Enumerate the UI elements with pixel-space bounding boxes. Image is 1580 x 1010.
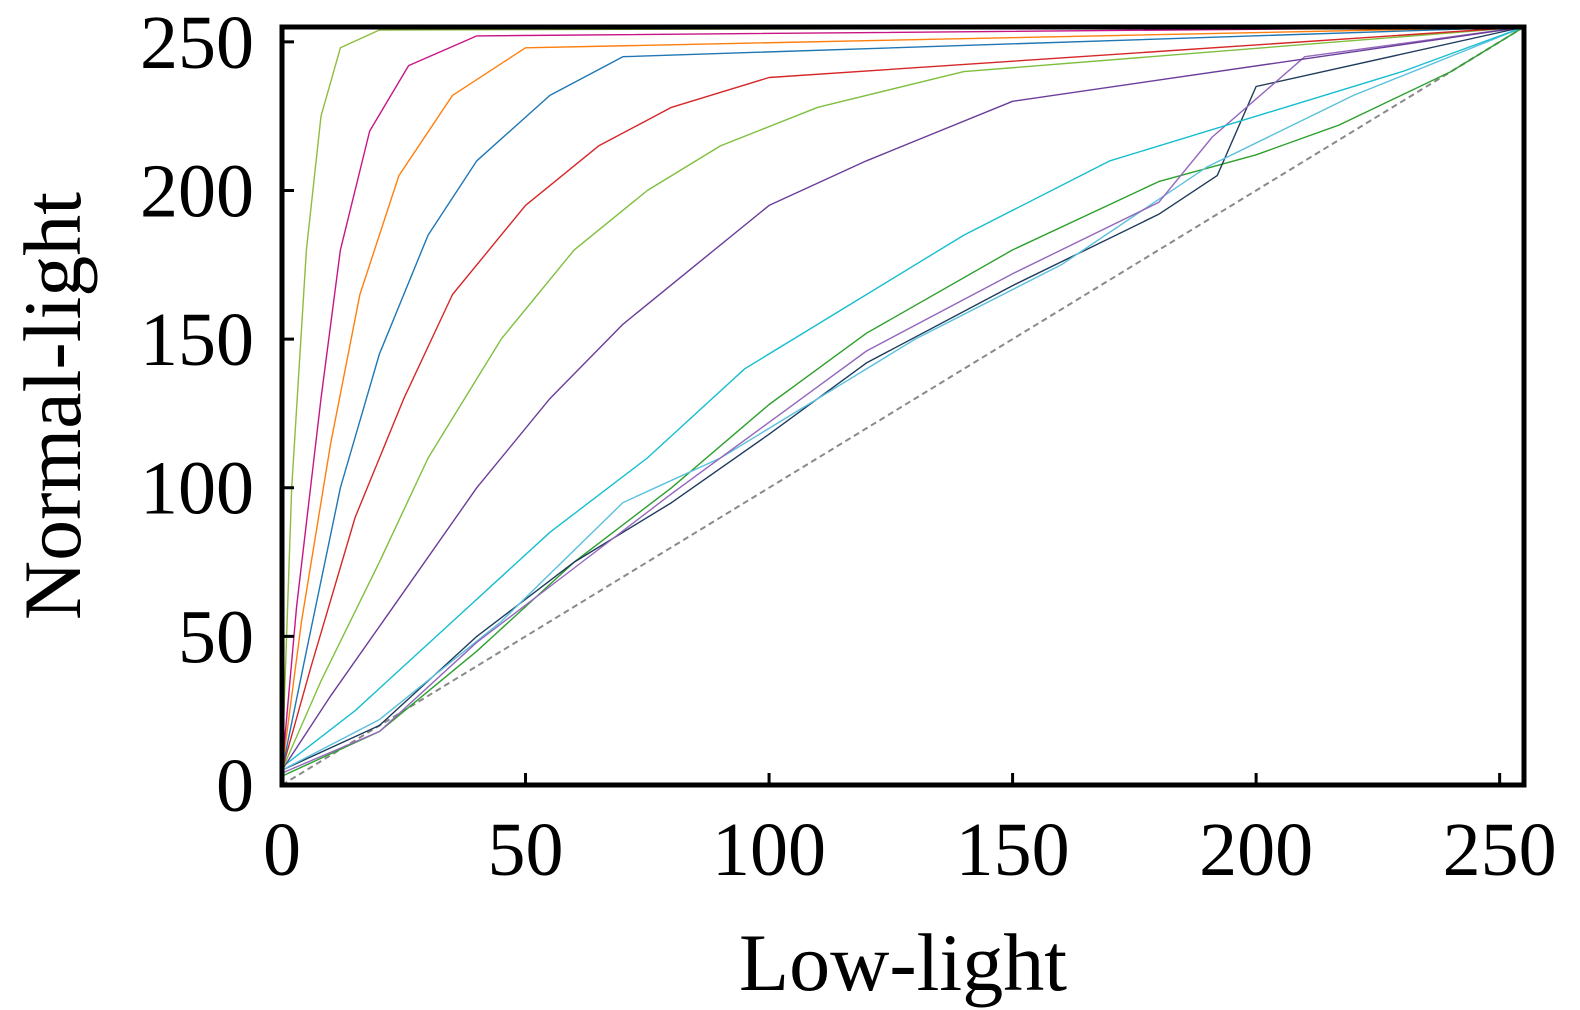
series-line-8 <box>281 26 1525 771</box>
y-tick-label: 100 <box>140 447 254 531</box>
ticklabels-group: 0 50 100 150 200 250 0 50 100 150 200 250 <box>140 1 1557 892</box>
y-tick-label: 0 <box>216 744 254 828</box>
y-tick-label: 150 <box>140 298 254 382</box>
series-line-11 <box>281 26 1525 771</box>
series-group <box>281 26 1525 786</box>
x-tick-label: 250 <box>1443 808 1557 892</box>
x-axis-title: Low-light <box>739 917 1067 1008</box>
y-tick-label: 50 <box>178 595 254 679</box>
series-line-3 <box>281 26 1525 771</box>
series-line-4 <box>281 26 1525 774</box>
series-line-7 <box>281 26 1525 771</box>
y-tick-label: 200 <box>140 149 254 233</box>
series-line-10 <box>281 26 1525 771</box>
y-axis-title: Normal-light <box>7 192 98 620</box>
series-line-9 <box>281 26 1525 771</box>
x-tick-label: 0 <box>263 808 301 892</box>
series-line-5 <box>281 26 1525 768</box>
y-tick-label: 250 <box>140 1 254 85</box>
x-tick-label: 150 <box>956 808 1070 892</box>
series-line-6 <box>281 26 1525 771</box>
x-tick-label: 50 <box>488 808 564 892</box>
reference-line <box>281 26 1525 786</box>
x-tick-label: 200 <box>1199 808 1313 892</box>
plot-frame <box>279 24 1527 788</box>
series-line-1 <box>281 26 1525 777</box>
x-tick-label: 100 <box>712 808 826 892</box>
